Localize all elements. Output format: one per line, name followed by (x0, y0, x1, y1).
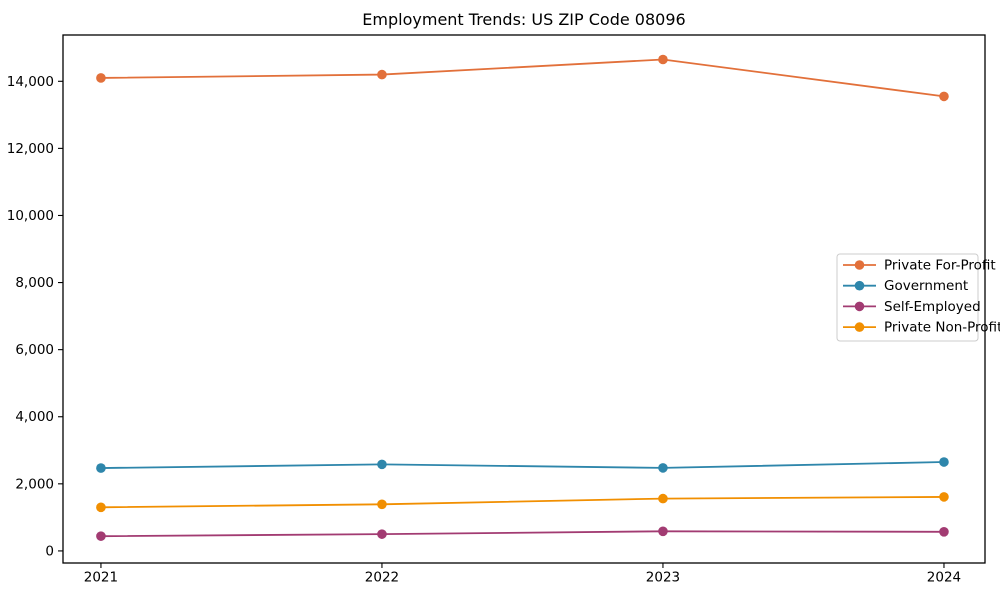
y-tick-label: 0 (45, 543, 54, 559)
series-marker-private-for-profit (377, 69, 387, 80)
legend-marker-government (854, 280, 865, 291)
series-marker-government (658, 463, 668, 473)
y-tick-label: 4,000 (15, 409, 54, 425)
chart-title: Employment Trends: US ZIP Code 08096 (362, 10, 686, 29)
legend-marker-self-employed (854, 301, 865, 312)
series-line-government (100, 461, 944, 469)
series-line-private-non-profit (100, 496, 944, 509)
x-tick-label: 2024 (927, 570, 961, 586)
y-tick-label: 12,000 (7, 141, 54, 157)
x-tick-label: 2023 (646, 570, 680, 586)
y-tick-label: 14,000 (7, 74, 54, 90)
series-marker-private-for-profit (939, 91, 949, 102)
series-marker-self-employed (658, 526, 668, 537)
x-tick-label: 2021 (84, 570, 118, 586)
y-tick-label: 2,000 (15, 476, 54, 492)
series-marker-private-non-profit (96, 502, 106, 513)
y-tick-label: 10,000 (7, 208, 54, 224)
x-tick-label: 2022 (365, 570, 399, 586)
y-tick-label: 8,000 (15, 275, 54, 291)
legend-label-private-non-profit: Private Non-Profit (884, 320, 1000, 336)
series-marker-self-employed (96, 531, 106, 541)
legend-label-government: Government (884, 278, 968, 294)
series-marker-private-for-profit (96, 73, 106, 83)
legend-label-private-for-profit: Private For-Profit (884, 258, 996, 274)
axes-spines (62, 34, 986, 564)
legend-marker-private-for-profit (854, 260, 865, 270)
series-marker-private-non-profit (939, 492, 949, 502)
legend: Private For-Profit Government Self-Employe… (836, 253, 1000, 342)
legend-box (836, 253, 979, 342)
series-marker-self-employed (377, 529, 387, 539)
y-tick-label: 6,000 (15, 342, 54, 358)
legend-label-self-employed: Self-Employed (884, 299, 981, 315)
series-marker-government (939, 457, 949, 467)
series-marker-private-for-profit (658, 54, 668, 65)
legend-marker-private-non-profit (854, 322, 865, 332)
series-line-self-employed (100, 530, 944, 538)
series-marker-private-non-profit (377, 499, 387, 510)
series-line-private-for-profit (100, 58, 945, 98)
series-marker-self-employed (939, 527, 949, 537)
series-marker-government (96, 463, 106, 473)
series-marker-government (377, 459, 387, 470)
series-marker-private-non-profit (658, 493, 668, 504)
